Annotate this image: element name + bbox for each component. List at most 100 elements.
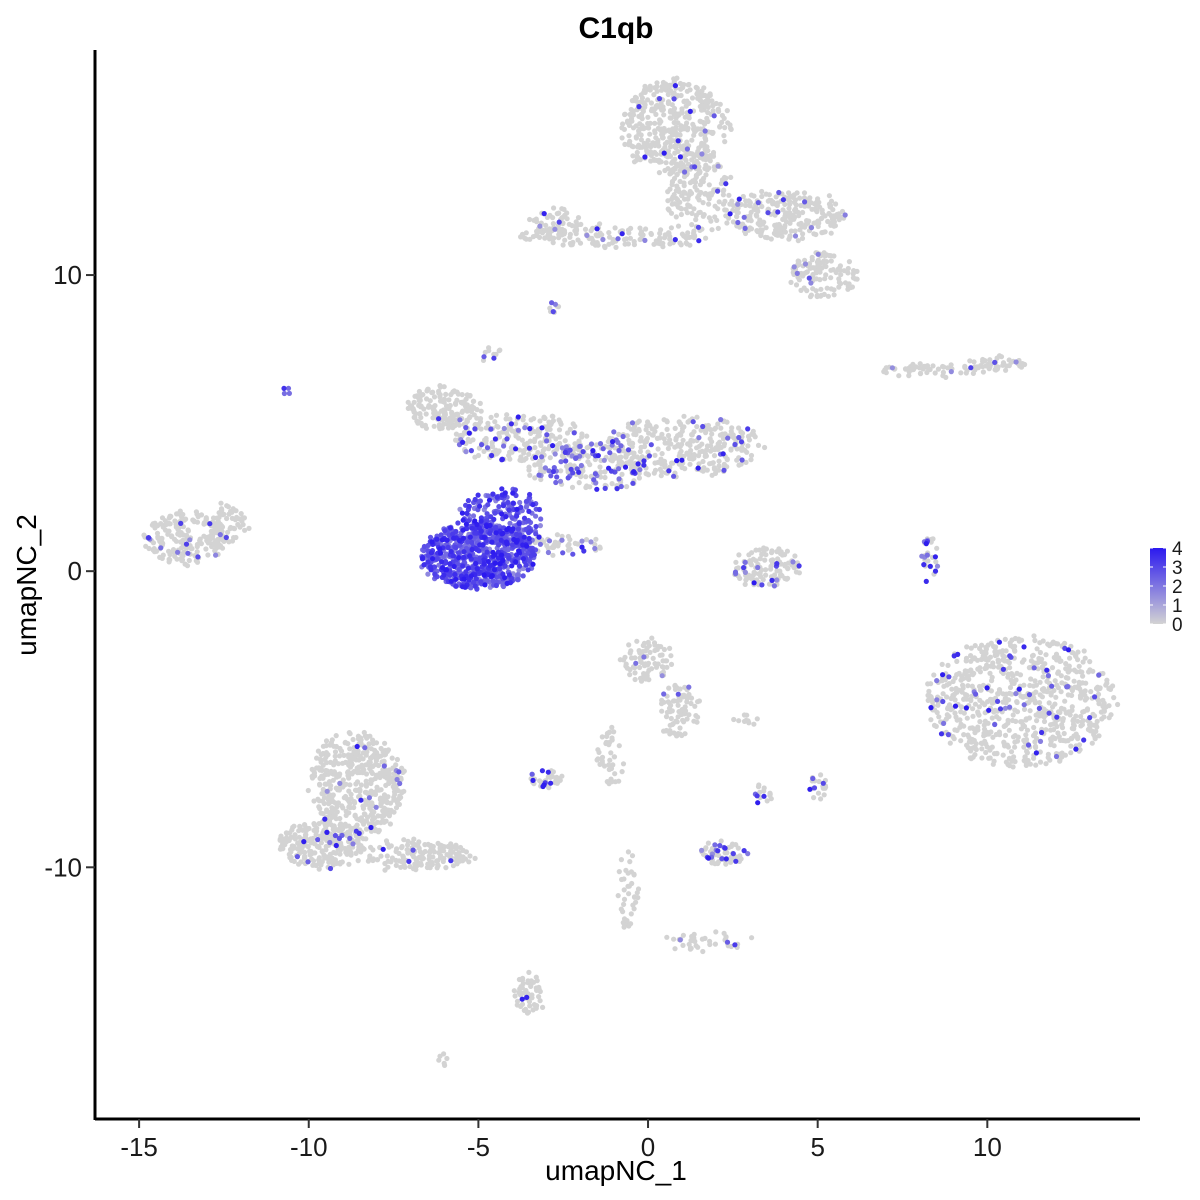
- data-point: [481, 354, 487, 360]
- data-point: [818, 772, 824, 778]
- data-point: [726, 192, 732, 198]
- data-point: [961, 723, 967, 729]
- data-point: [548, 433, 554, 439]
- data-point: [681, 413, 687, 419]
- data-point: [1079, 669, 1085, 675]
- data-point: [683, 206, 689, 212]
- data-point: [608, 457, 614, 463]
- data-point: [662, 167, 668, 174]
- data-point: [532, 462, 538, 468]
- data-point: [1019, 719, 1025, 725]
- data-point: [1096, 733, 1102, 739]
- data-point: [678, 211, 685, 218]
- data-point: [459, 409, 465, 415]
- data-point: [984, 662, 990, 668]
- data-point: [550, 240, 556, 246]
- data-point: [680, 932, 687, 938]
- data-point: [742, 581, 748, 588]
- data-point: [785, 566, 791, 572]
- data-point: [735, 219, 741, 226]
- data-point: [559, 537, 565, 543]
- data-point: [601, 457, 607, 463]
- data-point: [1068, 750, 1074, 756]
- data-point: [553, 479, 559, 486]
- data-point: [331, 849, 337, 856]
- data-point: [624, 484, 630, 490]
- data-point: [1055, 641, 1061, 647]
- data-point: [975, 666, 981, 672]
- data-point: [1029, 653, 1036, 659]
- data-point: [538, 476, 544, 483]
- data-point: [317, 782, 323, 788]
- data-point: [1050, 734, 1056, 740]
- data-point: [585, 453, 591, 460]
- data-point: [441, 1051, 447, 1057]
- data-point: [703, 235, 709, 241]
- data-point: [545, 549, 552, 556]
- data-point: [599, 734, 605, 740]
- data-point: [634, 638, 640, 644]
- data-point: [736, 434, 742, 441]
- data-point: [619, 471, 625, 477]
- data-point: [317, 861, 323, 867]
- data-point: [804, 269, 810, 275]
- data-point: [343, 849, 349, 856]
- data-point: [423, 425, 429, 431]
- data-point: [1000, 752, 1006, 758]
- data-point: [616, 431, 622, 437]
- data-point: [649, 426, 655, 432]
- data-point: [757, 217, 763, 223]
- data-point: [1100, 697, 1106, 703]
- data-point: [1092, 734, 1098, 740]
- data-point: [637, 467, 643, 473]
- data-point: [547, 455, 553, 461]
- data-point: [485, 420, 491, 426]
- data-point: [954, 688, 960, 694]
- data-point: [769, 548, 775, 554]
- data-point: [427, 849, 433, 856]
- data-point: [728, 447, 734, 453]
- data-point: [471, 398, 477, 404]
- data-point: [443, 391, 449, 397]
- data-point: [664, 426, 670, 432]
- data-point: [672, 150, 678, 156]
- data-point: [314, 843, 320, 849]
- data-point: [1060, 737, 1067, 744]
- data-point: [597, 221, 603, 227]
- data-point: [384, 800, 390, 806]
- data-point: [689, 432, 695, 438]
- data-point: [575, 222, 581, 228]
- data-point: [528, 417, 534, 423]
- data-point: [526, 969, 532, 976]
- data-point: [629, 655, 635, 661]
- data-point: [815, 790, 822, 796]
- data-point: [388, 843, 394, 849]
- data-point: [952, 710, 958, 716]
- data-point: [681, 98, 688, 104]
- data-point: [203, 546, 209, 552]
- data-point: [959, 689, 965, 695]
- data-point: [796, 570, 803, 576]
- data-point: [564, 463, 570, 469]
- data-point: [702, 146, 708, 152]
- data-point: [799, 235, 806, 241]
- data-point: [838, 272, 844, 278]
- data-point: [287, 846, 294, 853]
- data-point: [765, 198, 771, 204]
- data-point: [602, 469, 608, 475]
- data-point: [521, 1007, 527, 1014]
- data-point: [1003, 759, 1010, 765]
- data-point: [346, 730, 352, 736]
- data-point: [1031, 665, 1037, 671]
- data-point: [520, 417, 526, 423]
- data-point: [1065, 675, 1071, 681]
- data-point: [538, 516, 544, 522]
- data-point: [934, 563, 941, 569]
- data-point: [797, 195, 803, 201]
- data-point: [1082, 697, 1088, 703]
- data-point: [903, 366, 909, 372]
- data-point: [332, 749, 339, 755]
- data-point: [934, 678, 940, 684]
- data-point: [829, 220, 835, 226]
